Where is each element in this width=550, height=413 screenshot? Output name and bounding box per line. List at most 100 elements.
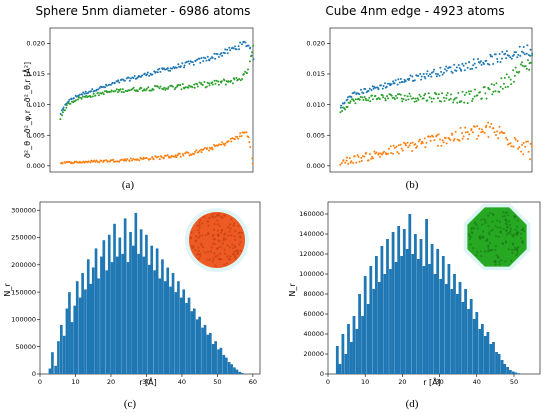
panel-d-cube-atom xyxy=(496,226,499,229)
panel-c-bar xyxy=(238,371,242,374)
panel-a-series-0-point xyxy=(226,48,229,51)
panel-a-series-0-point xyxy=(105,84,108,87)
panel-b-series-1-point xyxy=(341,110,344,112)
panel-a-series-0-point xyxy=(217,56,220,58)
panel-a-series-1-point xyxy=(91,95,94,98)
panel-b-series-1-point xyxy=(519,63,522,66)
panel-d-cube-atom xyxy=(523,230,526,233)
panel-a-series-1-point xyxy=(128,89,131,92)
panel-c-y-tick-label: 100000 xyxy=(11,316,36,324)
panel-c-sphere-atom xyxy=(207,233,210,236)
panel-b-series-0-point xyxy=(429,73,431,76)
panel-c-bar xyxy=(110,262,114,374)
panel-b-series-2-point xyxy=(360,159,363,162)
panel-d-cube-atom xyxy=(507,214,510,217)
panel-a-series-0-point xyxy=(91,88,94,91)
panel-d-bar xyxy=(375,256,378,374)
panel-a-series-0-point xyxy=(154,71,157,73)
panel-d-cube-atom xyxy=(512,235,515,238)
panel-b-series-2-point xyxy=(476,137,478,140)
panel-c-bar xyxy=(54,365,57,374)
panel-b-series-0-point xyxy=(417,74,420,77)
panel-a-series-0-point xyxy=(177,63,180,66)
panel-b-series-1-point xyxy=(354,102,357,105)
panel-c-bar xyxy=(182,289,186,374)
panel-d-bar xyxy=(369,266,373,374)
panel-d-cube-atom xyxy=(505,229,508,232)
panel-c-sphere-atom xyxy=(204,251,207,254)
panel-b-series-2-point xyxy=(420,142,423,145)
panel-b-series-1-point xyxy=(339,111,342,114)
panel-d-cube-atom xyxy=(516,251,520,254)
panel-a-series-1-point xyxy=(247,68,249,71)
panel-b-series-2-point xyxy=(388,147,390,150)
panel-d-cube-atom xyxy=(487,224,490,228)
panel-b-series-2-point xyxy=(342,159,345,162)
panel-d-cube-atom xyxy=(487,248,490,251)
panel-b-series-1-point xyxy=(525,67,528,70)
panel-a-y-tick-label: 0.005 xyxy=(26,131,45,139)
panel-b-series-2-point xyxy=(346,156,348,159)
panel-d-cube-atom xyxy=(519,237,523,240)
panel-b-series-0-point xyxy=(425,72,428,75)
panel-b-series-0-point xyxy=(347,96,349,99)
panel-b-series-2-point xyxy=(432,135,434,138)
panel-b-series-0-point xyxy=(496,58,499,60)
panel-b-series-2-point xyxy=(471,131,474,134)
panel-b-series-2-point xyxy=(389,145,392,148)
panel-a-series-0-point xyxy=(229,49,232,52)
panel-b-series-0-point xyxy=(358,93,361,96)
panel-d-bar xyxy=(361,316,364,374)
panel-b-series-0-point xyxy=(398,81,401,84)
panel-c-sphere-atom xyxy=(212,257,215,260)
panel-b-series-0-point xyxy=(522,46,525,48)
panel-c-sphere-atom xyxy=(221,242,224,245)
panel-a-series-0-point xyxy=(204,57,207,60)
panel-b-series-0-point xyxy=(515,51,517,54)
panel-c-sphere-atom xyxy=(201,234,204,237)
panel-d-cube-atom xyxy=(472,247,475,250)
panel-b-series-1-point xyxy=(371,94,373,97)
panel-b-series-1-point xyxy=(461,90,464,93)
panel-b-series-1-point xyxy=(473,95,476,98)
panel-c-bar xyxy=(190,311,194,374)
panel-a-series-1-point xyxy=(89,96,92,98)
panel-a-series-2-point xyxy=(233,138,236,141)
panel-a-series-1-point xyxy=(224,83,227,86)
panel-b-series-1-point xyxy=(348,102,351,104)
panel-a-series-2-point xyxy=(93,159,96,162)
panel-b-series-2-point xyxy=(368,153,371,156)
panel-d-x-tick-label: 10 xyxy=(361,378,369,386)
panel-c-sphere-atom xyxy=(207,250,210,253)
panel-b-series-0-point xyxy=(494,53,497,56)
panel-c-sphere-atom xyxy=(231,243,234,246)
panel-d-x-tick-label: 20 xyxy=(398,378,406,386)
panel-c-bar xyxy=(203,324,207,374)
panel-d-x-tick-label: 30 xyxy=(435,378,443,386)
panel-c-bar xyxy=(91,267,95,374)
panel-d-y-tick-label: 20000 xyxy=(303,350,324,358)
panel-b-series-2-point xyxy=(470,128,473,130)
panel-a-series-0-point xyxy=(82,91,85,94)
panel-a-series-1-point xyxy=(196,83,199,86)
panel-a-series-1-point xyxy=(235,77,238,79)
panel-b-series-1-point xyxy=(454,97,456,100)
panel-c-bar xyxy=(179,297,183,374)
panel-b-series-0-point xyxy=(399,78,402,80)
panel-b-series-1-point xyxy=(483,86,486,89)
panel-a-series-0-point xyxy=(185,61,188,63)
panel-b-series-0-point xyxy=(408,77,411,80)
panel-b-series-1-point xyxy=(395,94,397,97)
panel-b-series-0-point xyxy=(397,78,400,81)
panel-a-series-1-point xyxy=(65,104,68,107)
panel-d-cube-atom xyxy=(505,233,509,236)
panel-c-sphere-atom xyxy=(199,255,202,258)
panel-c-sphere-atom xyxy=(211,260,214,263)
panel-b-series-1-point xyxy=(392,96,395,99)
panel-a-series-2-point xyxy=(203,147,206,149)
panel-c-bar xyxy=(94,248,98,374)
panel-b-y-tick-label: 0.010 xyxy=(306,101,325,109)
panel-b-series-1-point xyxy=(452,101,455,104)
panel-b-series-2-point xyxy=(407,146,410,149)
panel-c-sphere-atom xyxy=(214,264,217,267)
